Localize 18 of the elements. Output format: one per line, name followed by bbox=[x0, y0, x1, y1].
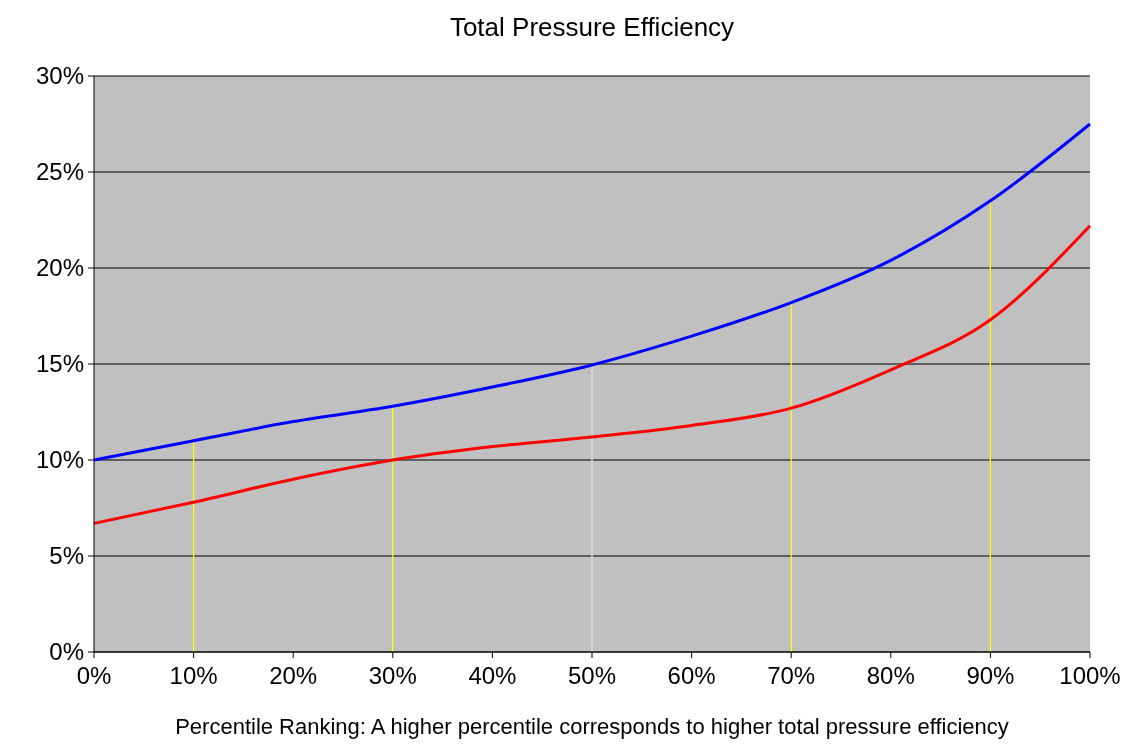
x-tick-label: 50% bbox=[567, 662, 617, 689]
x-tick-label: 30% bbox=[368, 662, 417, 689]
x-tick-label: 40% bbox=[468, 662, 517, 689]
x-tick-label: 70% bbox=[767, 662, 816, 689]
chart-title: Total Pressure Efficiency bbox=[449, 12, 735, 42]
y-tick-label: 30% bbox=[35, 62, 84, 90]
x-tick-label: 60% bbox=[667, 662, 716, 689]
y-tick-label: 10% bbox=[35, 446, 84, 474]
x-tick-label: 80% bbox=[866, 662, 915, 689]
x-tick-label: 10% bbox=[169, 662, 218, 689]
x-tick-label: 100% bbox=[1059, 662, 1121, 689]
y-tick-label: 25% bbox=[35, 158, 84, 186]
y-tick-label: 20% bbox=[35, 254, 84, 282]
y-tick-label: 15% bbox=[35, 350, 84, 378]
y-tick-label: 5% bbox=[49, 542, 84, 570]
x-tick-label: 20% bbox=[269, 662, 318, 689]
x-axis-title: Percentile Ranking: A higher percentile corresponds to higher total pressure efficiency bbox=[175, 714, 1009, 739]
x-tick-label: 90% bbox=[966, 662, 1015, 689]
